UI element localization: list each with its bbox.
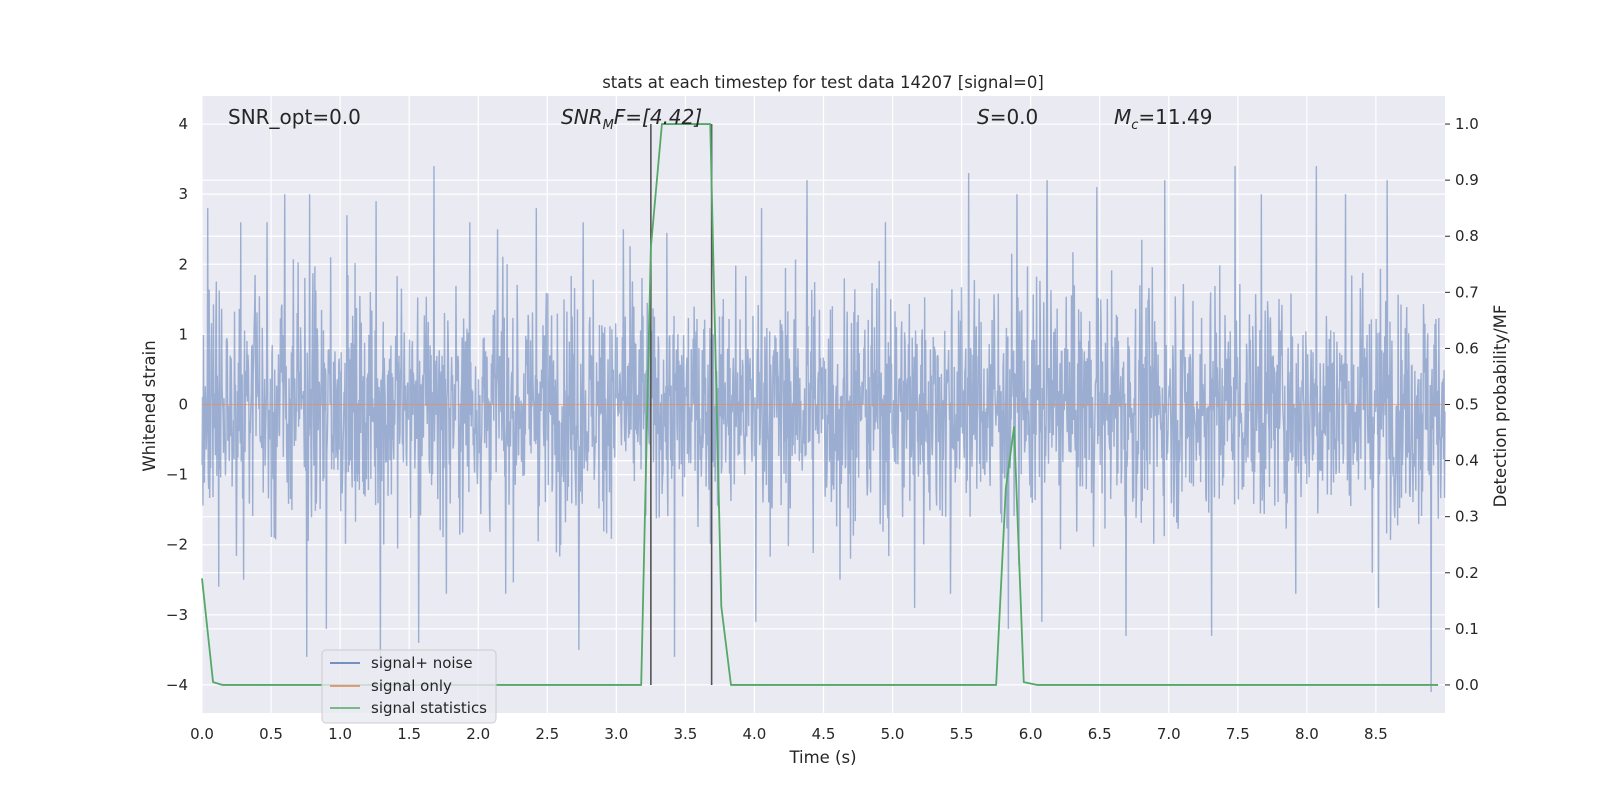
annotation-mc: Mc=11.49 bbox=[1114, 105, 1212, 133]
y-left-tick-label: 0 bbox=[178, 396, 188, 414]
y-right-tick-label: 0.9 bbox=[1455, 171, 1479, 189]
annotation-s: S=0.0 bbox=[977, 105, 1038, 129]
annotation-mc-subscript: c bbox=[1131, 118, 1138, 133]
x-tick-label: 0.5 bbox=[259, 725, 283, 743]
y-right-tick-label: 1.0 bbox=[1455, 115, 1479, 133]
y-left-tick-label: 2 bbox=[178, 255, 188, 273]
x-tick-label: 6.5 bbox=[1088, 725, 1112, 743]
y-right-tick-label: 0.5 bbox=[1455, 396, 1479, 414]
y-right-tick-label: 0.7 bbox=[1455, 283, 1479, 301]
y-left-tick-label: −3 bbox=[166, 606, 188, 624]
y-left-tick-label: −2 bbox=[166, 536, 188, 554]
x-tick-label: 1.0 bbox=[328, 725, 352, 743]
y-right-tick-label: 0.2 bbox=[1455, 564, 1479, 582]
x-tick-label: 2.0 bbox=[466, 725, 490, 743]
x-axis-label: Time (s) bbox=[788, 748, 856, 767]
y-right-tick-label: 0.0 bbox=[1455, 676, 1479, 694]
annotation-mc-symbol: M bbox=[1114, 105, 1131, 129]
chart-title: stats at each timestep for test data 142… bbox=[602, 73, 1044, 92]
annotation-s-rest: =0.0 bbox=[990, 105, 1039, 129]
x-tick-label: 5.0 bbox=[881, 725, 905, 743]
x-tick-label: 7.0 bbox=[1157, 725, 1181, 743]
x-tick-label: 0.0 bbox=[190, 725, 214, 743]
y-left-tick-label: 4 bbox=[178, 115, 188, 133]
annotation-snr-mf: SNRMF=[4.42] bbox=[561, 105, 702, 133]
legend: signal+ noise signal only signal statist… bbox=[321, 649, 497, 724]
signal-noise-series bbox=[201, 166, 1446, 692]
y-right-tick-labels: 1.0 0.9 0.8 0.7 0.6 0.5 0.4 0.3 0.2 0.1 0.0 bbox=[1445, 115, 1479, 694]
x-tick-label: 3.5 bbox=[673, 725, 697, 743]
y-left-tick-label: 1 bbox=[178, 325, 188, 343]
annotation-snr-mf-rest: F=[4.42] bbox=[614, 105, 702, 129]
x-tick-label: 8.5 bbox=[1364, 725, 1388, 743]
y-left-tick-label: 3 bbox=[178, 185, 188, 203]
x-tick-label: 8.0 bbox=[1295, 725, 1319, 743]
x-tick-label: 1.5 bbox=[397, 725, 421, 743]
x-tick-label: 3.0 bbox=[604, 725, 628, 743]
signal-noise-line bbox=[201, 166, 1446, 692]
y-left-tick-label: −1 bbox=[166, 466, 188, 484]
x-tick-label: 5.5 bbox=[950, 725, 974, 743]
y-right-tick-label: 0.1 bbox=[1455, 620, 1479, 638]
x-tick-label: 7.5 bbox=[1226, 725, 1250, 743]
y-right-tick-label: 0.3 bbox=[1455, 508, 1479, 526]
legend-box bbox=[321, 649, 497, 724]
x-tick-label: 2.5 bbox=[535, 725, 559, 743]
legend-label-statistics: signal statistics bbox=[371, 699, 487, 717]
annotation-snr-mf-symbol: SNR bbox=[561, 105, 603, 129]
y-left-tick-labels: 4 3 2 1 0 −1 −2 −3 −4 bbox=[166, 115, 188, 694]
x-tick-label: 6.0 bbox=[1019, 725, 1043, 743]
y-axis-label-left: Whitened strain bbox=[140, 340, 159, 471]
legend-label-noise: signal+ noise bbox=[371, 654, 473, 672]
legend-label-signal-only: signal only bbox=[371, 677, 452, 695]
annotation-snr-opt: SNR_opt=0.0 bbox=[228, 105, 361, 129]
y-axis-label-right: Detection probability/MF bbox=[1491, 305, 1510, 508]
x-tick-label: 4.5 bbox=[812, 725, 836, 743]
annotation-mc-rest: =11.49 bbox=[1138, 105, 1212, 129]
y-left-tick-label: −4 bbox=[166, 676, 188, 694]
x-tick-label: 4.0 bbox=[743, 725, 767, 743]
y-right-tick-label: 0.4 bbox=[1455, 452, 1479, 470]
x-tick-labels: 0.0 0.5 1.0 1.5 2.0 2.5 3.0 3.5 4.0 4.5 5.0 5.5 6.0 6… bbox=[190, 725, 1388, 743]
y-right-tick-label: 0.6 bbox=[1455, 339, 1479, 357]
annotation-s-symbol: S bbox=[977, 105, 990, 129]
y-right-tick-label: 0.8 bbox=[1455, 227, 1479, 245]
annotation-snr-mf-subscript: M bbox=[603, 118, 614, 133]
